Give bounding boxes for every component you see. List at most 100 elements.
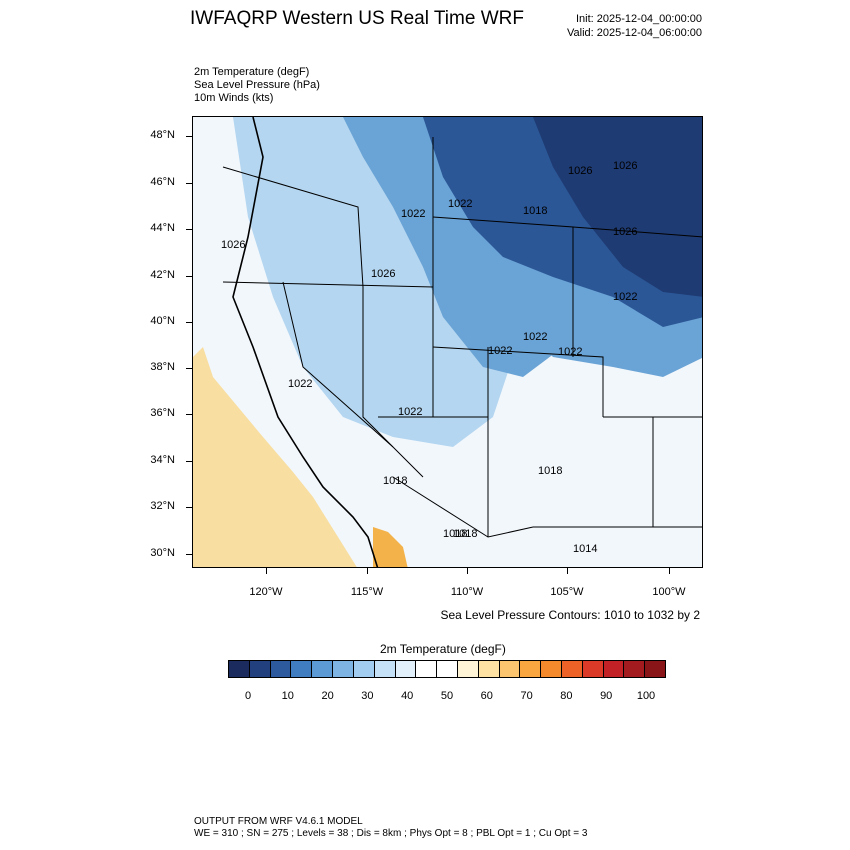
colorbar-cell bbox=[457, 661, 479, 677]
colorbar-tick-label: 100 bbox=[636, 690, 656, 702]
latitude-tick bbox=[186, 507, 192, 508]
longitude-tick bbox=[669, 568, 670, 574]
pressure-contour-label: 1026 bbox=[568, 165, 592, 177]
latitude-tick bbox=[186, 183, 192, 184]
valid-time: Valid: 2025-12-04_06:00:00 bbox=[567, 27, 702, 39]
hot-region-sw bbox=[373, 527, 408, 567]
pressure-contour-label: 1018 bbox=[383, 475, 407, 487]
latitude-label: 38°N bbox=[150, 361, 175, 373]
colorbar-cell bbox=[624, 661, 646, 677]
latitude-label: 42°N bbox=[150, 269, 175, 281]
map-canvas: 1026 1026 1022 1022 1018 1026 1026 1026 1022 1022… bbox=[193, 117, 702, 567]
pressure-contour-label: 1022 bbox=[448, 198, 472, 210]
colorbar-cell bbox=[541, 661, 562, 677]
colorbar-cell bbox=[416, 661, 438, 677]
colorbar-cell bbox=[520, 661, 542, 677]
colorbar-tick-label: 80 bbox=[560, 690, 573, 702]
warm-ocean-region bbox=[193, 347, 357, 567]
longitude-label: 100°W bbox=[652, 586, 686, 598]
latitude-tick bbox=[186, 276, 192, 277]
colorbar-tick-label: 40 bbox=[401, 690, 414, 702]
pressure-contour-label: 1018 bbox=[453, 528, 477, 540]
colorbar-cell bbox=[333, 661, 354, 677]
pressure-labels: 1026 1026 1022 1022 1018 1026 1026 1026 1022 1022… bbox=[221, 160, 637, 555]
latitude-label: 46°N bbox=[150, 176, 175, 188]
colorbar-tick-label: 50 bbox=[440, 690, 454, 702]
colorbar-cell bbox=[562, 661, 583, 677]
pressure-contour-label: 1026 bbox=[221, 239, 245, 251]
latitude-label: 44°N bbox=[150, 222, 175, 234]
colorbar-tick-label: 70 bbox=[520, 690, 533, 702]
longitude-label: 105°W bbox=[550, 586, 584, 598]
latitude-tick bbox=[186, 368, 192, 369]
latitude-tick bbox=[186, 229, 192, 230]
latitude-label: 32°N bbox=[150, 500, 175, 512]
pressure-contour-label: 1022 bbox=[523, 331, 547, 343]
colorbar-cell bbox=[499, 661, 521, 677]
colorbar-cell bbox=[437, 661, 458, 677]
pressure-contour-label: 1022 bbox=[558, 346, 582, 358]
colorbar-cell bbox=[229, 661, 250, 677]
longitude-tick bbox=[367, 568, 368, 574]
pressure-contour-label: 1022 bbox=[401, 208, 425, 220]
weather-map: 1026 1026 1022 1022 1018 1026 1026 1026 1022 1022… bbox=[192, 116, 703, 568]
colorbar-cell bbox=[603, 661, 625, 677]
colorbar-cell bbox=[312, 661, 334, 677]
pressure-contour-label: 1022 bbox=[613, 291, 637, 303]
colorbar-cell bbox=[374, 661, 396, 677]
longitude-tick bbox=[467, 568, 468, 574]
latitude-label: 48°N bbox=[150, 129, 175, 141]
longitude-tick bbox=[567, 568, 568, 574]
longitude-label: 110°W bbox=[450, 586, 484, 598]
longitude-tick bbox=[266, 568, 267, 574]
pressure-contour-label: 1026 bbox=[613, 226, 637, 238]
colorbar-tick-label: 10 bbox=[281, 690, 294, 702]
latitude-tick bbox=[186, 414, 192, 415]
pressure-contour-label: 1018 bbox=[443, 528, 467, 540]
init-time: Init: 2025-12-04_00:00:00 bbox=[576, 13, 702, 25]
colorbar-tick-label: 20 bbox=[321, 690, 334, 702]
latitude-tick bbox=[186, 322, 192, 323]
colorbar-cell bbox=[270, 661, 292, 677]
colorbar-cell bbox=[249, 661, 271, 677]
latitude-tick bbox=[186, 554, 192, 555]
colorbar-tick-label: 30 bbox=[361, 690, 374, 702]
colorbar-tick-label: 0 bbox=[244, 690, 252, 702]
colorbar-title: 2m Temperature (degF) bbox=[380, 642, 506, 656]
model-info: OUTPUT FROM WRF V4.6.1 MODEL bbox=[194, 816, 363, 827]
colorbar-cell bbox=[478, 661, 500, 677]
colorbar-tick-label: 90 bbox=[600, 690, 613, 702]
pressure-contour-label: 1014 bbox=[573, 543, 597, 555]
latitude-label: 40°N bbox=[150, 315, 175, 327]
pressure-contour-label: 1022 bbox=[398, 406, 422, 418]
state-borders bbox=[222, 137, 702, 538]
colorbar-cell bbox=[353, 661, 375, 677]
latitude-tick bbox=[186, 136, 192, 137]
pressure-contour-label: 1022 bbox=[288, 378, 312, 390]
model-settings: WE = 310 ; SN = 275 ; Levels = 38 ; Dis … bbox=[194, 828, 588, 839]
latitude-label: 34°N bbox=[150, 454, 175, 466]
deep-cold-region bbox=[533, 117, 702, 297]
colorbar bbox=[228, 660, 666, 678]
longitude-label: 120°W bbox=[249, 586, 283, 598]
contour-note: Sea Level Pressure Contours: 1010 to 103… bbox=[440, 608, 701, 622]
longitude-label: 115°W bbox=[350, 586, 384, 598]
field-pressure-label: Sea Level Pressure (hPa) bbox=[194, 79, 320, 91]
chart-title: IWFAQRP Western US Real Time WRF bbox=[190, 8, 524, 29]
latitude-tick bbox=[186, 461, 192, 462]
pressure-contour-label: 1018 bbox=[538, 465, 562, 477]
coastline bbox=[232, 117, 379, 567]
field-winds-label: 10m Winds (kts) bbox=[194, 92, 274, 104]
colorbar-cell bbox=[395, 661, 417, 677]
latitude-label: 30°N bbox=[150, 547, 175, 559]
latitude-label: 36°N bbox=[150, 407, 175, 419]
colorbar-cell bbox=[645, 661, 666, 677]
colorbar-tick-label: 60 bbox=[480, 690, 493, 702]
pressure-contour-label: 1022 bbox=[488, 345, 512, 357]
colorbar-cell bbox=[291, 661, 313, 677]
field-temperature-label: 2m Temperature (degF) bbox=[194, 66, 310, 78]
pressure-contour-label: 1026 bbox=[613, 160, 637, 172]
pressure-contour-label: 1026 bbox=[371, 268, 395, 280]
pressure-contour-label: 1018 bbox=[523, 205, 547, 217]
colorbar-cell bbox=[582, 661, 604, 677]
